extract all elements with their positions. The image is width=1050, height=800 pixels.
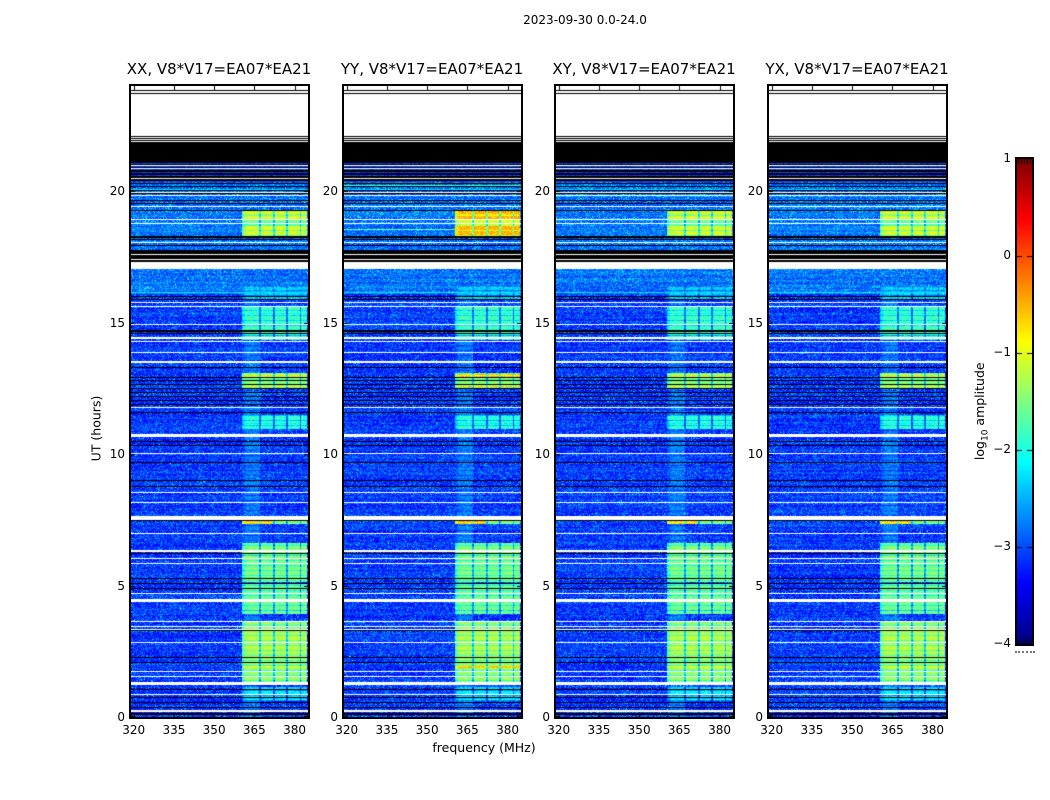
x-tick-label: 380 [921, 723, 945, 737]
panel-xy [554, 84, 735, 719]
colorbar-label-sub: 10 [980, 429, 991, 442]
panel-xx [129, 84, 310, 719]
y-axis-label: UT (hours) [88, 395, 104, 462]
y-tick-label: 0 [755, 710, 763, 724]
colorbar-label-pre: log [971, 441, 987, 461]
y-tick-label: 15 [109, 315, 125, 330]
x-tick-label: 320 [760, 723, 784, 737]
x-tick-label: 380 [496, 723, 520, 737]
y-tick-label: 10 [109, 447, 125, 462]
x-tick-label: 335 [375, 723, 399, 737]
x-tick-label: 335 [162, 723, 186, 737]
y-tick-label: 10 [322, 447, 338, 462]
y-tick-label: 0 [117, 710, 125, 724]
heatmap-canvas-yx [769, 86, 946, 717]
panel-title-yx: YX, V8*V17=EA07*EA21 [765, 60, 949, 78]
x-tick-label: 365 [242, 723, 266, 737]
x-tick-label: 365 [455, 723, 479, 737]
figure-title: 2023-09-30 0.0-24.0 [523, 13, 647, 27]
colorbar-tick-label: 1 [1003, 151, 1011, 165]
x-tick-label: 365 [667, 723, 691, 737]
colorbar-tick-label: −1 [993, 345, 1011, 359]
y-tick-label: 20 [747, 184, 763, 199]
y-tick-label: 15 [534, 315, 550, 330]
panel-title-xy: XY, V8*V17=EA07*EA21 [552, 60, 736, 78]
y-tick-label: 20 [322, 184, 338, 199]
y-tick-label: 20 [109, 184, 125, 199]
x-tick-label: 380 [283, 723, 307, 737]
colorbar-underflow-dots [1015, 651, 1035, 653]
y-tick-label: 15 [747, 315, 763, 330]
x-tick-label: 320 [122, 723, 146, 737]
colorbar-tick-label: −2 [993, 442, 1011, 456]
panel-title-xx: XX, V8*V17=EA07*EA21 [126, 60, 312, 78]
x-tick-label: 335 [800, 723, 824, 737]
x-tick-label: 350 [627, 723, 651, 737]
x-tick-label: 335 [587, 723, 611, 737]
panel-yy [342, 84, 523, 719]
colorbar-tick-label: 0 [1003, 248, 1011, 262]
y-tick-label: 5 [542, 578, 550, 593]
y-tick-label: 0 [542, 710, 550, 724]
colorbar-tick-label: −3 [993, 539, 1011, 553]
y-tick-label: 10 [534, 447, 550, 462]
y-tick-label: 0 [330, 710, 338, 724]
x-tick-label: 350 [202, 723, 226, 737]
x-tick-label: 350 [840, 723, 864, 737]
colorbar-label: log10 amplitude [972, 341, 991, 481]
y-tick-label: 5 [117, 578, 125, 593]
heatmap-canvas-xy [556, 86, 733, 717]
y-tick-label: 5 [330, 578, 338, 593]
y-tick-label: 5 [755, 578, 763, 593]
x-tick-label: 380 [708, 723, 732, 737]
x-axis-label: frequency (MHz) [432, 740, 536, 755]
x-tick-label: 350 [415, 723, 439, 737]
x-tick-label: 320 [547, 723, 571, 737]
colorbar-label-post: amplitude [971, 362, 987, 430]
panel-title-yy: YY, V8*V17=EA07*EA21 [340, 60, 524, 78]
x-tick-label: 320 [335, 723, 359, 737]
colorbar-canvas [1017, 159, 1032, 644]
heatmap-canvas-yy [344, 86, 521, 717]
y-tick-label: 15 [322, 315, 338, 330]
colorbar [1015, 157, 1034, 646]
colorbar-tick-label: −4 [993, 636, 1011, 650]
heatmap-canvas-xx [131, 86, 308, 717]
x-tick-label: 365 [880, 723, 904, 737]
y-tick-label: 10 [747, 447, 763, 462]
panel-yx [767, 84, 948, 719]
y-tick-label: 20 [534, 184, 550, 199]
